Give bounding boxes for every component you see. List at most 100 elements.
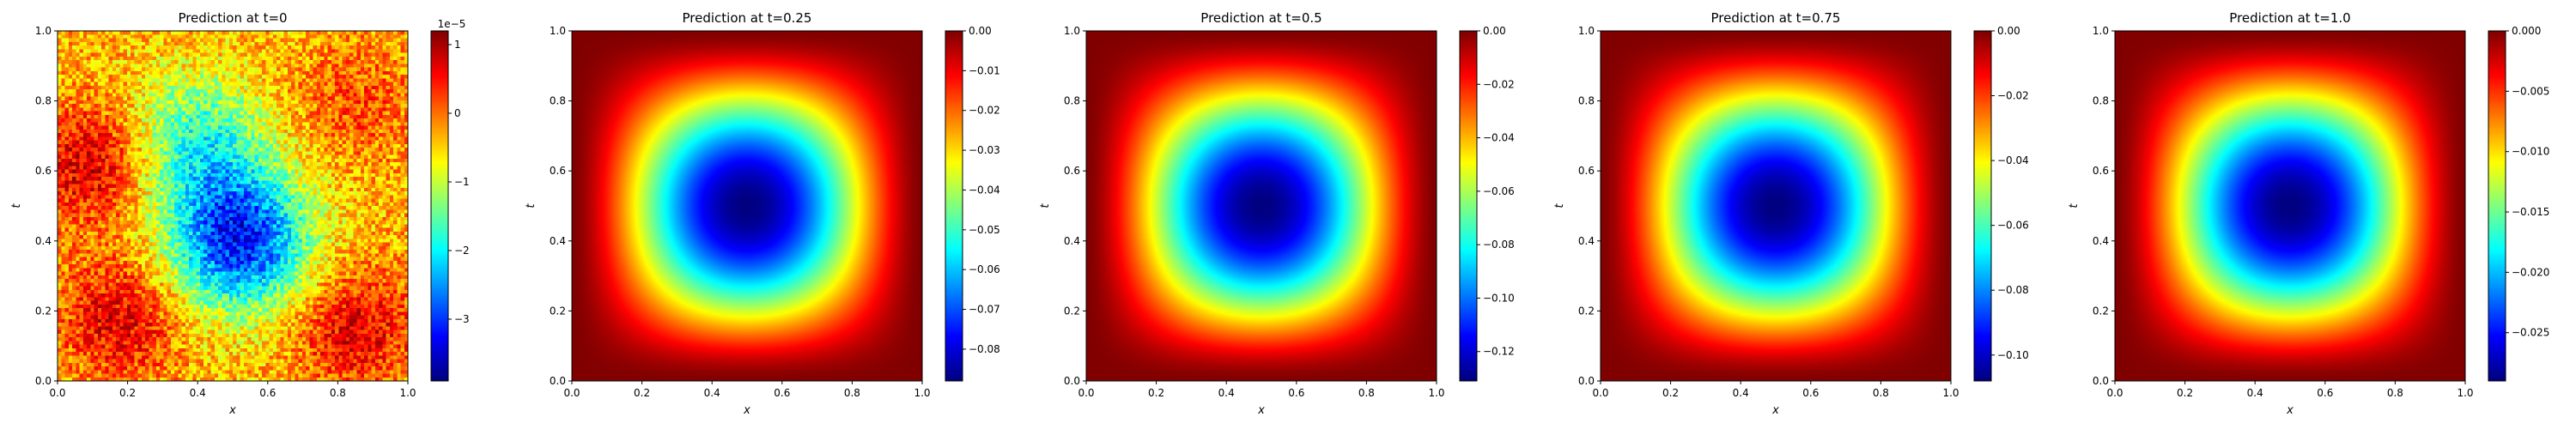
colorbar-tick-label: 0.00 <box>1997 25 2020 37</box>
x-tick-label: 0.2 <box>634 387 650 399</box>
y-tick-label: 1.0 <box>550 25 566 37</box>
y-tick-label: 0.8 <box>35 95 52 107</box>
colorbar-tick-label: −0.05 <box>969 224 1000 236</box>
y-axis-label: t <box>2068 203 2081 208</box>
x-axis-label: x <box>743 404 750 417</box>
axes-frame <box>1085 30 1437 382</box>
x-axis-label: x <box>1257 404 1265 417</box>
colorbar-tick-label: −0.01 <box>969 64 1000 76</box>
heatmap-image <box>1086 31 1437 381</box>
x-tick-label: 1.0 <box>914 387 930 399</box>
y-tick-label: 0.2 <box>2093 305 2109 317</box>
y-tick-label: 0.0 <box>1064 375 1080 387</box>
colorbar-tick-label: −1 <box>454 176 470 188</box>
y-tick-label: 0.4 <box>35 235 52 247</box>
x-tick-label: 0.8 <box>2387 387 2403 399</box>
colorbar-tick-label: −0.10 <box>1997 349 2029 361</box>
chart-title: Prediction at t=0.5 <box>1200 10 1321 26</box>
y-tick-label: 0.4 <box>550 235 566 247</box>
colorbar <box>1974 31 1991 381</box>
heatmap-panel-5: Prediction at t=1.0 0.0 0.2 0.4 0.6 0.8 1.0 0.0… <box>2068 10 2549 417</box>
x-tick-label: 0.4 <box>1218 387 1235 399</box>
colorbar-tick-label: −0.04 <box>969 184 1000 196</box>
colorbar-tick-label: −0.02 <box>1997 90 2029 102</box>
colorbar-tick-label: 0 <box>454 107 461 119</box>
colorbar-tick-label: −0.06 <box>1483 185 1515 197</box>
x-tick-label: 0.0 <box>1592 387 1608 399</box>
chart-title: Prediction at t=0.75 <box>1711 10 1841 26</box>
colorbar <box>945 31 963 381</box>
x-tick-label: 0.8 <box>1873 387 1889 399</box>
colorbar-frame <box>2488 30 2506 382</box>
heatmap-panel-3: Prediction at t=0.5 0.0 0.2 0.4 0.6 0.8 1.0 0.0… <box>1039 10 1515 417</box>
colorbar <box>1460 31 1477 381</box>
y-tick-label: 0.2 <box>550 305 566 317</box>
colorbar-tick-label: −0.08 <box>1997 284 2029 296</box>
y-tick-label: 0.4 <box>2093 235 2109 247</box>
x-tick-label: 1.0 <box>2457 387 2473 399</box>
y-tick-label: 0.4 <box>1064 235 1080 247</box>
colorbar-tick-label: −0.06 <box>1997 220 2029 232</box>
x-tick-label: 0.0 <box>563 387 580 399</box>
x-tick-label: 0.2 <box>2177 387 2193 399</box>
x-tick-label: 0.8 <box>844 387 860 399</box>
colorbar-tick-label: 1 <box>454 39 461 51</box>
y-tick-label: 1.0 <box>1578 25 1595 37</box>
colorbar-frame <box>945 30 963 382</box>
x-tick-label: 0.0 <box>49 387 65 399</box>
y-axis-label: t <box>525 203 538 208</box>
axes-frame <box>57 30 409 382</box>
x-tick-label: 0.6 <box>2317 387 2333 399</box>
heatmap-image <box>1601 31 1951 381</box>
colorbar-tick-label: −0.02 <box>969 105 1000 117</box>
y-tick-label: 0.8 <box>1578 95 1595 107</box>
y-tick-label: 0.0 <box>1578 375 1595 387</box>
y-tick-label: 0.6 <box>1064 165 1080 177</box>
colorbar-tick-label: −0.04 <box>1483 132 1515 144</box>
y-tick-label: 1.0 <box>2093 25 2109 37</box>
heatmap-panel-4: Prediction at t=0.75 0.0 0.2 0.4 0.6 0.8 1.0 0.… <box>1553 10 2029 417</box>
x-tick-label: 0.4 <box>2247 387 2263 399</box>
y-tick-label: 0.6 <box>35 165 52 177</box>
colorbar-tick-label: −0.08 <box>1483 239 1515 251</box>
y-tick-label: 0.6 <box>2093 165 2109 177</box>
heatmap-image <box>58 31 408 381</box>
heatmap-image <box>2115 31 2465 381</box>
chart-title: Prediction at t=1.0 <box>2229 10 2350 26</box>
colorbar-tick-label: −3 <box>454 313 470 325</box>
chart-title: Prediction at t=0.25 <box>683 10 812 26</box>
colorbar-tick-label: −0.06 <box>969 263 1000 275</box>
colorbar-frame <box>430 30 449 382</box>
colorbar-frame <box>1973 30 1992 382</box>
axes-frame <box>2114 30 2466 382</box>
y-tick-label: 0.6 <box>550 165 566 177</box>
y-tick-label: 0.8 <box>2093 95 2109 107</box>
y-tick-label: 0.8 <box>550 95 566 107</box>
heatmap-panel-1: Prediction at t=0 0.0 0.2 0.4 0.6 0.8 1.0 0.0 0.… <box>10 10 470 417</box>
colorbar-tick-label: −0.03 <box>969 144 1000 156</box>
x-tick-label: 0.4 <box>1733 387 1749 399</box>
x-axis-label: x <box>2286 404 2293 417</box>
colorbar-tick-label: −2 <box>454 245 470 257</box>
colorbar-tick-label: −0.12 <box>1483 346 1515 358</box>
heatmap-image <box>572 31 922 381</box>
colorbar-tick-label: 0.00 <box>1483 25 1506 37</box>
x-tick-label: 0.6 <box>1288 387 1304 399</box>
x-tick-label: 0.0 <box>2106 387 2123 399</box>
colorbar-tick-label: −0.07 <box>969 304 1000 316</box>
chart-title: Prediction at t=0 <box>178 10 287 26</box>
x-tick-label: 0.6 <box>774 387 790 399</box>
y-tick-label: 1.0 <box>35 25 52 37</box>
colorbar <box>2488 31 2506 381</box>
x-tick-label: 0.2 <box>1148 387 1164 399</box>
heatmap-panel-2: Prediction at t=0.25 0.0 0.2 0.4 0.6 0.8 1.0 0.… <box>525 10 1000 417</box>
axes-frame <box>1600 30 1952 382</box>
colorbar-tick-label: 0.00 <box>969 25 992 37</box>
colorbar-tick-label: −0.025 <box>2512 327 2549 339</box>
colorbar-tick-label: −0.04 <box>1997 154 2029 166</box>
colorbar-tick-label: −0.020 <box>2512 266 2549 278</box>
y-tick-label: 0.4 <box>1578 235 1595 247</box>
colorbar <box>431 31 448 381</box>
x-tick-label: 1.0 <box>1942 387 1959 399</box>
